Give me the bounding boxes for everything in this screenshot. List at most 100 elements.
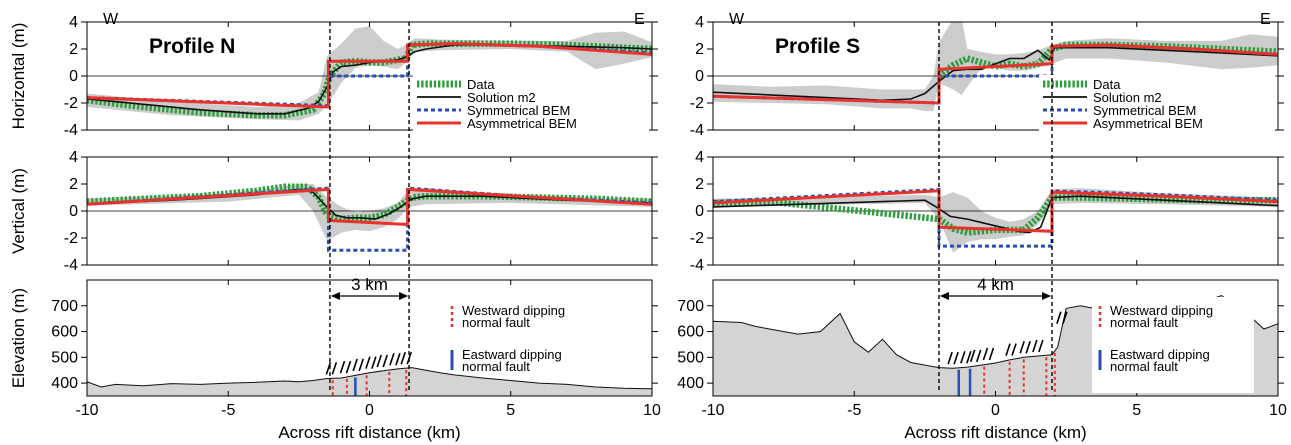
eastward-fault-legend-label: Eastward dipping bbox=[1110, 347, 1210, 362]
x-tick-label: 5 bbox=[506, 402, 515, 419]
terrain-profile bbox=[87, 367, 652, 396]
plot-area bbox=[87, 367, 652, 396]
uncertainty-band bbox=[713, 188, 1278, 253]
west-label: W bbox=[729, 11, 745, 28]
y-tick-label: 500 bbox=[677, 349, 704, 366]
x-axis-title: Across rift distance (km) bbox=[904, 423, 1086, 442]
legend-label: Data bbox=[1093, 77, 1121, 92]
plot-area bbox=[87, 183, 652, 252]
plot-area bbox=[87, 26, 652, 121]
legend-label: Solution m2 bbox=[1093, 90, 1162, 105]
x-tick-label: -10 bbox=[701, 402, 724, 419]
fault-slip-arrow bbox=[352, 358, 364, 372]
x-tick-label: -5 bbox=[847, 402, 861, 419]
y-tick-label: -4 bbox=[690, 122, 704, 139]
east-label: E bbox=[634, 11, 645, 28]
y-tick-label: 400 bbox=[677, 375, 704, 392]
westward-fault-legend-label: normal fault bbox=[462, 315, 530, 330]
plot-area bbox=[713, 22, 1278, 112]
east-label: E bbox=[1260, 11, 1271, 28]
fault-slip-arrow bbox=[947, 351, 959, 365]
fault-slip-arrow bbox=[1005, 343, 1017, 356]
x-tick-label: 10 bbox=[643, 402, 661, 419]
legend-label: Asymmetrical BEM bbox=[1093, 116, 1203, 131]
y-tick-label: 0 bbox=[695, 203, 704, 220]
y-tick-label: 4 bbox=[695, 149, 704, 166]
legend-label: Asymmetrical BEM bbox=[467, 116, 577, 131]
fault-slip-arrow bbox=[982, 347, 995, 361]
y-tick-label: -2 bbox=[690, 95, 704, 112]
legend-label: Data bbox=[467, 77, 495, 92]
profile-title: Profile N bbox=[149, 35, 235, 58]
y-tick-label: -4 bbox=[64, 122, 78, 139]
width-arrowhead-left bbox=[940, 292, 949, 300]
y-axis-title: Vertical (m) bbox=[9, 168, 28, 254]
x-tick-label: 0 bbox=[991, 402, 1000, 419]
y-tick-label: 700 bbox=[51, 298, 78, 315]
x-tick-label: 0 bbox=[365, 402, 374, 419]
eastward-fault-legend-label: normal fault bbox=[1110, 359, 1178, 374]
eastward-fault-legend-label: normal fault bbox=[462, 359, 530, 374]
y-tick-label: 2 bbox=[695, 176, 704, 193]
x-tick-label: -5 bbox=[221, 402, 235, 419]
legend-label: Symmetrical BEM bbox=[1093, 103, 1196, 118]
fault-slip-arrow bbox=[325, 362, 338, 375]
y-tick-label: 400 bbox=[51, 375, 78, 392]
y-tick-label: 0 bbox=[69, 68, 78, 85]
fault-slip-arrow bbox=[339, 360, 352, 374]
x-tick-label: 5 bbox=[1132, 402, 1141, 419]
y-tick-label: 2 bbox=[695, 41, 704, 58]
y-tick-label: 2 bbox=[69, 41, 78, 58]
westward-fault-legend-label: normal fault bbox=[1110, 315, 1178, 330]
y-tick-label: -2 bbox=[64, 230, 78, 247]
westward-fault-legend-label: Westward dipping bbox=[1110, 303, 1213, 318]
series-asymmetrical-bem bbox=[713, 43, 1278, 105]
fault-slip-arrow bbox=[376, 354, 388, 368]
fault-slip-arrow bbox=[1019, 340, 1031, 354]
profile-title: Profile S bbox=[775, 35, 860, 58]
width-label: 3 km bbox=[351, 275, 388, 294]
y-tick-label: -2 bbox=[690, 230, 704, 247]
west-label: W bbox=[103, 11, 119, 28]
uncertainty-band bbox=[87, 184, 652, 241]
y-axis-title: Horizontal (m) bbox=[9, 23, 28, 130]
westward-fault-legend-label: Westward dipping bbox=[462, 303, 565, 318]
legend-label: Solution m2 bbox=[467, 90, 536, 105]
y-tick-label: 700 bbox=[677, 298, 704, 315]
fault-slip-arrow bbox=[389, 353, 401, 366]
series-solution-m2 bbox=[713, 195, 1278, 234]
width-arrowhead-right bbox=[399, 292, 409, 300]
y-tick-label: 4 bbox=[69, 14, 78, 31]
y-tick-label: -4 bbox=[690, 257, 704, 274]
y-tick-label: -2 bbox=[64, 95, 78, 112]
width-arrowhead-left bbox=[330, 292, 340, 300]
width-arrowhead-right bbox=[1042, 292, 1051, 300]
y-tick-label: 4 bbox=[695, 14, 704, 31]
series-data bbox=[713, 194, 1278, 236]
plot-area bbox=[713, 187, 1278, 253]
eastward-fault-legend-label: Eastward dipping bbox=[462, 347, 562, 362]
y-tick-label: 0 bbox=[69, 203, 78, 220]
y-tick-label: 600 bbox=[677, 324, 704, 341]
y-axis-title: Elevation (m) bbox=[9, 288, 28, 388]
y-tick-label: 500 bbox=[51, 349, 78, 366]
legend-label: Symmetrical BEM bbox=[467, 103, 570, 118]
series-asymmetrical-bem bbox=[87, 42, 652, 109]
fault-legend-background bbox=[1092, 297, 1254, 393]
fault-slip-arrow bbox=[1056, 311, 1068, 324]
y-tick-label: -4 bbox=[64, 257, 78, 274]
x-axis-title: Across rift distance (km) bbox=[278, 423, 460, 442]
